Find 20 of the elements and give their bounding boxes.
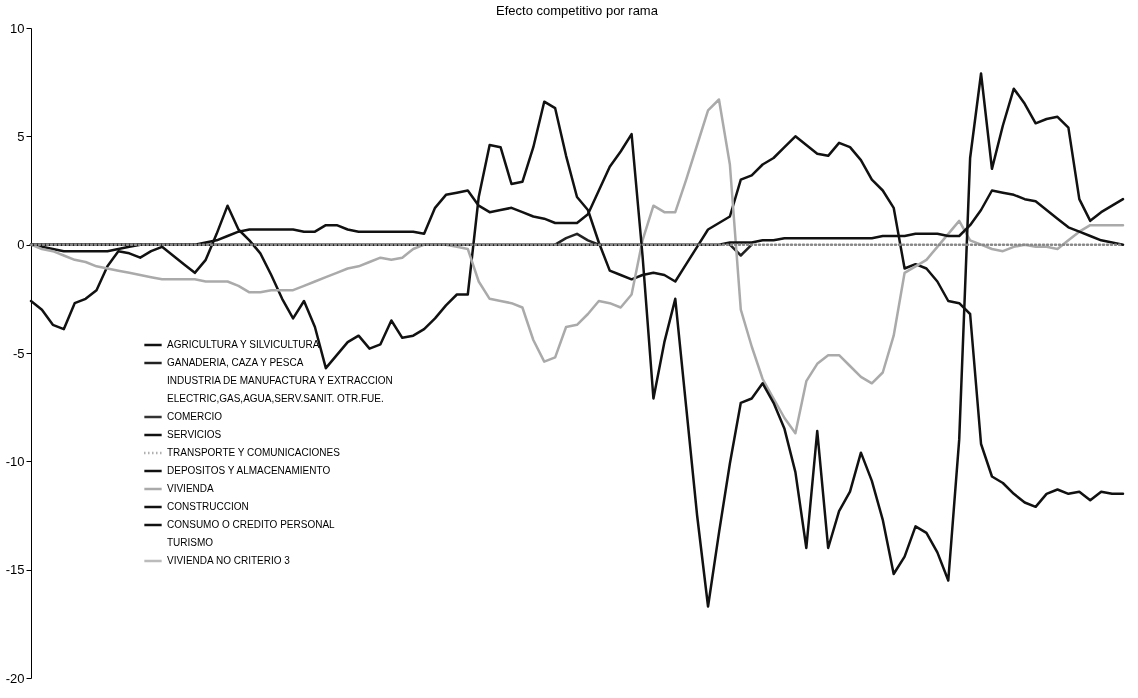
y-tick-label: -20 bbox=[5, 670, 25, 686]
y-tick-label: -10 bbox=[5, 453, 25, 469]
legend-label: GANADERIA, CAZA Y PESCA bbox=[167, 357, 304, 368]
legend-label: DEPOSITOS Y ALMACENAMIENTO bbox=[167, 465, 331, 476]
legend-label: CONSTRUCCION bbox=[167, 501, 249, 512]
y-tick-label: -15 bbox=[5, 562, 25, 578]
chart-title: Efecto competitivo por rama bbox=[496, 3, 659, 18]
legend-label: TRANSPORTE Y COMUNICACIONES bbox=[167, 447, 341, 458]
y-tick-label: 0 bbox=[17, 237, 25, 253]
legend-label: COMERCIO bbox=[167, 411, 223, 422]
text: INDUSTRIA DE MANUFACTURA Y EXTRACCION bbox=[167, 375, 393, 386]
y-tick-label: -5 bbox=[12, 345, 25, 361]
y-tick-label: 5 bbox=[17, 128, 25, 144]
legend-label: CONSUMO O CREDITO PERSONAL bbox=[167, 519, 336, 530]
y-tick-label: 10 bbox=[10, 20, 25, 36]
text: TURISMO bbox=[167, 537, 214, 548]
text: ELECTRIC,GAS,AGUA,SERV.SANIT. OTR.FUE. bbox=[167, 393, 384, 404]
legend-label: VIVIENDA NO CRITERIO 3 bbox=[167, 555, 291, 566]
legend-label: SERVICIOS bbox=[167, 429, 222, 440]
legend-label: VIVIENDA bbox=[167, 483, 215, 494]
